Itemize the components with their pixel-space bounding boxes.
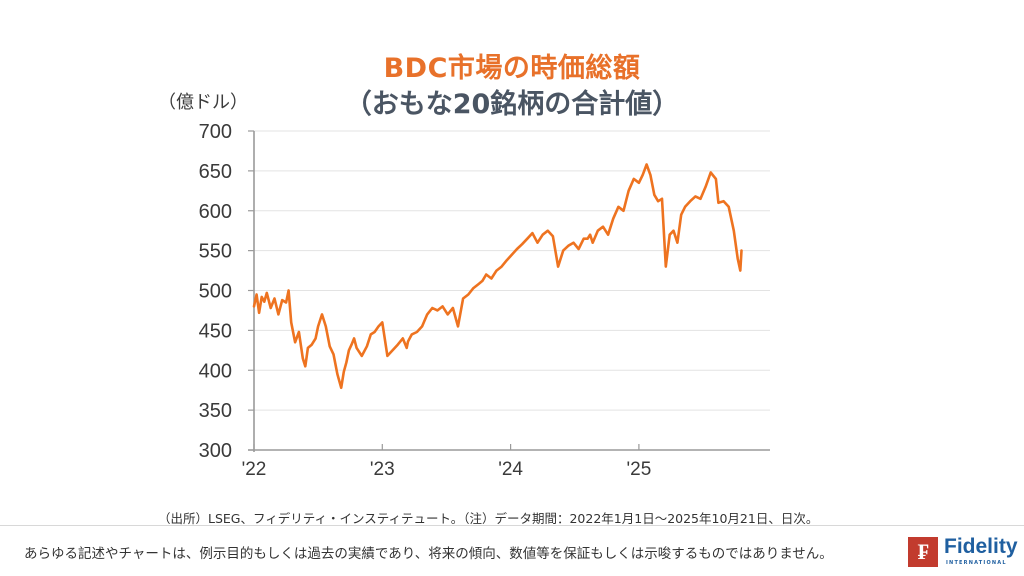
- x-tick-label: '23: [370, 459, 395, 480]
- x-tick-label: '25: [627, 459, 652, 480]
- gridlines: [254, 130, 770, 411]
- source-note: （出所）LSEG、フィデリティ・インスティテュート。（注）データ期間：2022年…: [158, 511, 819, 526]
- chart-title: BDC市場の時価総額: [383, 53, 641, 84]
- x-axis-ticks: '22 '23 '24 '25: [242, 444, 652, 480]
- x-tick-label: '22: [242, 459, 267, 480]
- logo-subtitle: INTERNATIONAL: [946, 560, 1007, 566]
- disclaimer-text: あらゆる記述やチャートは、例示目的もしくは過去の実績であり、将来の傾向、数値等を…: [24, 546, 833, 562]
- line-chart: 300 350 400 450 500 550 600 650 700 '22 '23 '24 '25: [199, 121, 770, 480]
- footer-divider: [0, 525, 1024, 526]
- y-tick-label: 350: [199, 400, 232, 422]
- fidelity-mark-icon: ₣: [908, 537, 938, 567]
- chart-subtitle: （おもな20銘柄の合計値）: [344, 89, 680, 120]
- y-tick-label: 400: [199, 360, 232, 382]
- y-tick-label: 650: [199, 161, 232, 183]
- y-tick-label: 600: [199, 201, 232, 223]
- y-tick-label: 300: [199, 440, 232, 462]
- market-cap-line: [252, 163, 743, 390]
- y-axis-unit-label: （億ドル）: [158, 92, 248, 113]
- y-tick-label: 550: [199, 241, 232, 263]
- logo-name: Fidelity: [944, 535, 1018, 558]
- fidelity-logo: ₣ Fidelity INTERNATIONAL: [908, 535, 1018, 569]
- y-tick-label: 700: [199, 121, 232, 143]
- y-tick-label: 500: [199, 281, 232, 303]
- x-tick-label: '24: [498, 459, 523, 480]
- y-axis-ticks: 300 350 400 450 500 550 600 650 700: [199, 121, 254, 462]
- y-tick-label: 450: [199, 320, 232, 342]
